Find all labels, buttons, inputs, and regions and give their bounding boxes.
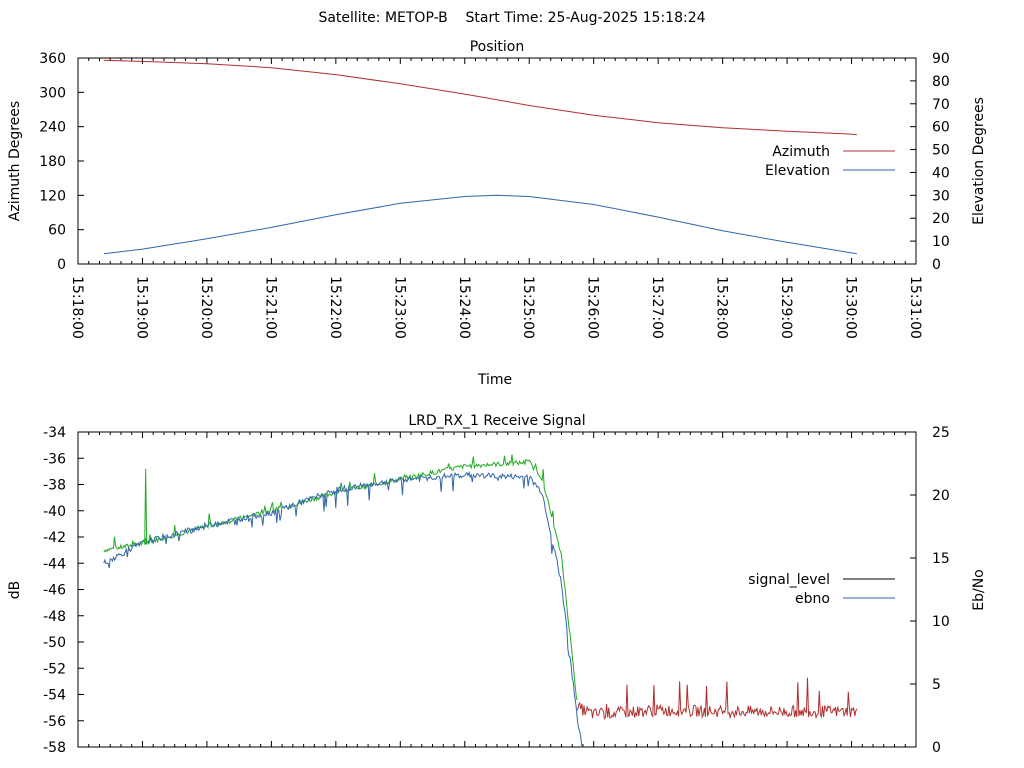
y-tick-label: -36	[43, 451, 66, 467]
y-tick-label: -44	[43, 556, 66, 572]
position-legend: Azimuth Elevation	[765, 144, 895, 179]
y-tick-label: -46	[43, 583, 66, 599]
y-tick-label: -58	[43, 740, 66, 756]
x-tick-label: 15:29:00	[778, 276, 794, 339]
y2-tick-label: 90	[932, 51, 950, 67]
x-tick-label: 15:25:00	[520, 276, 536, 339]
signal-plot-frame	[77, 431, 917, 748]
y-tick-label: -38	[43, 478, 66, 494]
y-tick-label: 120	[39, 188, 66, 204]
y-tick-label: 0	[57, 257, 66, 273]
x-tick-label: 15:21:00	[262, 276, 278, 339]
y2-tick-label: 70	[932, 97, 950, 113]
position-x-axis-label: Time	[477, 372, 512, 388]
legend-ebno-label: ebno	[795, 591, 830, 607]
position-ticks: 0 60 120 180 240 300 360 0 10 20 30 40 50 60 70 80 90 15:…	[39, 51, 950, 339]
y2-tick-label: 40	[932, 165, 950, 181]
legend-azimuth-label: Azimuth	[772, 144, 830, 160]
y2-tick-label: 50	[932, 143, 950, 159]
page-title: Satellite: METOP-B Start Time: 25-Aug-20…	[318, 10, 705, 26]
legend-signal-level-label: signal_level	[748, 572, 830, 588]
y2-tick-label: 60	[932, 120, 950, 136]
signal-legend: signal_level ebno	[748, 572, 895, 607]
elevation-line	[103, 194, 857, 255]
position-series	[103, 59, 857, 255]
y2-tick-label: 20	[932, 488, 950, 504]
y2-tick-label: 0	[932, 257, 941, 273]
ebno-line	[103, 470, 584, 748]
y2-tick-label: 5	[932, 677, 941, 693]
y-tick-label: -50	[43, 635, 66, 651]
y2-tick-label: 0	[932, 740, 941, 756]
x-tick-label: 15:24:00	[456, 276, 472, 339]
x-tick-label: 15:27:00	[649, 276, 665, 339]
position-y-axis-label: Azimuth Degrees	[7, 101, 23, 221]
y2-tick-label: 25	[932, 425, 950, 441]
y-tick-label: 240	[39, 120, 66, 136]
y-tick-label: 180	[39, 154, 66, 170]
position-plot-frame	[77, 57, 917, 265]
signal-level-line	[103, 454, 578, 700]
y-tick-label: -56	[43, 714, 66, 730]
azimuth-line	[103, 59, 857, 136]
y2-tick-label: 20	[932, 211, 950, 227]
x-tick-label: 15:31:00	[907, 276, 923, 339]
y-tick-label: -40	[43, 504, 66, 520]
x-tick-label: 15:30:00	[843, 276, 859, 339]
signal-chart-title: LRD_RX_1 Receive Signal	[408, 413, 585, 429]
y-tick-label: -48	[43, 609, 66, 625]
y2-tick-label: 80	[932, 74, 950, 90]
y2-tick-label: 15	[932, 551, 950, 567]
position-chart: Position 0 60 120 180 240 300 360 0 10 20 30 40 50 60…	[7, 39, 987, 388]
y2-tick-label: 30	[932, 188, 950, 204]
position-chart-title: Position	[470, 39, 525, 55]
x-tick-label: 15:18:00	[69, 276, 85, 339]
x-tick-label: 15:23:00	[391, 276, 407, 339]
y-tick-label: 360	[39, 51, 66, 67]
y-tick-label: -54	[43, 688, 66, 704]
x-tick-label: 15:26:00	[585, 276, 601, 339]
x-tick-label: 15:20:00	[198, 276, 214, 339]
y-tick-label: -52	[43, 661, 66, 677]
signal-series	[103, 454, 858, 748]
position-y2-axis-label: Elevation Degrees	[971, 97, 987, 225]
signal-y-axis-label: dB	[7, 581, 23, 600]
y-tick-label: 60	[48, 223, 66, 239]
legend-elevation-label: Elevation	[765, 163, 830, 179]
signal-level-noise-line	[577, 677, 858, 720]
y-tick-label: -34	[43, 425, 66, 441]
y2-tick-label: 10	[932, 614, 950, 630]
y-tick-label: -42	[43, 530, 66, 546]
signal-y2-axis-label: Eb/No	[971, 569, 987, 611]
x-tick-label: 15:22:00	[327, 276, 343, 339]
signal-ticks: -34 -36 -38 -40 -42 -44 -46 -48 -50 -52 -54 -56 -58 0…	[43, 425, 950, 756]
x-tick-label: 15:19:00	[133, 276, 149, 339]
x-tick-label: 15:28:00	[714, 276, 730, 339]
y2-tick-label: 10	[932, 234, 950, 250]
signal-chart: LRD_RX_1 Receive Signal -34-36-38-40-42-…	[7, 413, 987, 756]
y-tick-label: 300	[39, 85, 66, 101]
signal-spike	[144, 468, 148, 545]
